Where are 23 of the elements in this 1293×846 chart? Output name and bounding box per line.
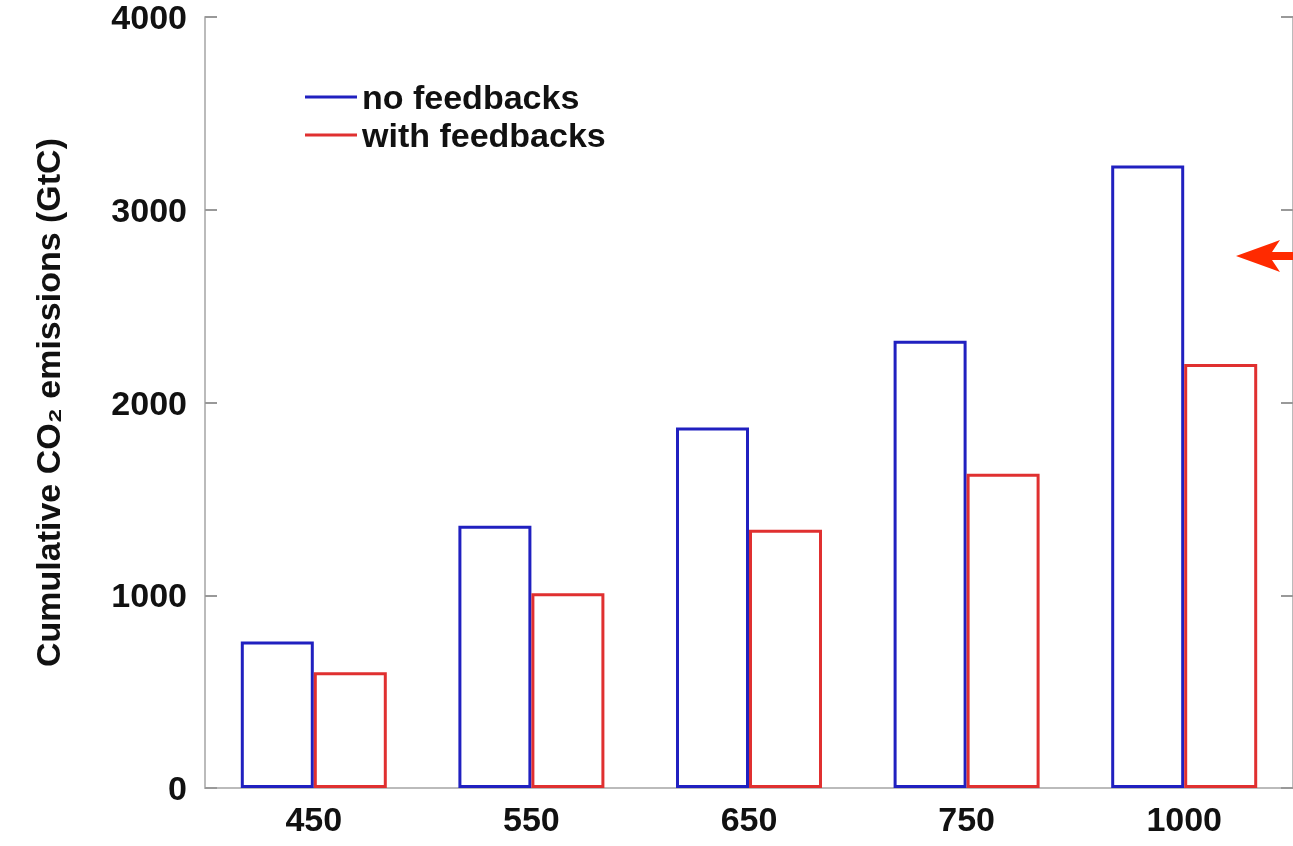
x-tick-label: 1000: [1146, 800, 1223, 838]
bar: [1111, 165, 1185, 788]
bar: [458, 525, 532, 788]
y-tick-label: 3000: [111, 190, 187, 229]
x-tick-label: 750: [938, 800, 995, 838]
bar: [966, 473, 1040, 788]
bar: [240, 641, 314, 788]
bar: [676, 427, 749, 788]
x-tick-label: 650: [720, 800, 778, 838]
y-axis-title: Cumulative CO₂ emissions (GtC): [29, 138, 67, 667]
legend-label: with feedbacks: [361, 116, 606, 154]
x-tick-label: 450: [285, 800, 343, 838]
y-tick-label: 0: [168, 769, 187, 807]
bar: [313, 672, 387, 788]
bar: [893, 340, 967, 788]
y-tick-label: 1000: [111, 576, 187, 615]
legend-label: no feedbacks: [362, 78, 580, 116]
y-tick-label: 4000: [111, 0, 187, 36]
bar: [531, 593, 605, 788]
bar: [749, 529, 822, 788]
x-tick-label: 550: [503, 800, 560, 838]
y-tick-label: 2000: [111, 383, 187, 422]
bar: [1184, 363, 1258, 788]
